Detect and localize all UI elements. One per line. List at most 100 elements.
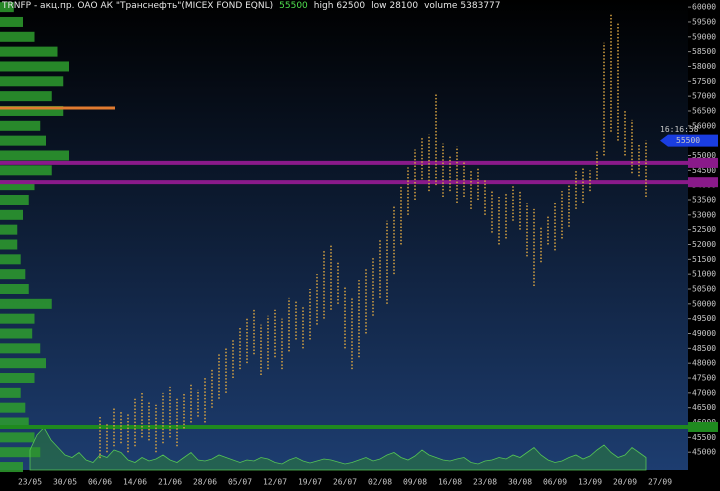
stat-label: low: [371, 1, 387, 11]
y-tick-label: 50500: [692, 285, 716, 294]
profile-bar: [0, 298, 52, 309]
y-tick-label: 56500: [692, 106, 716, 115]
price-badge-label: 55500: [676, 136, 700, 145]
profile-bar: [0, 269, 26, 280]
x-tick-label: 19/07: [298, 478, 322, 487]
profile-bar: [0, 16, 23, 27]
y-tick-label: 53500: [692, 195, 716, 204]
x-tick-label: 20/09: [613, 478, 637, 487]
y-tick-label: 55000: [692, 151, 716, 160]
volume-area: [29, 426, 647, 471]
y-tick-label: 48500: [692, 344, 716, 353]
profile-bar: [0, 284, 29, 295]
time-label: 16:16:58: [660, 125, 699, 134]
profile-bar: [0, 447, 41, 458]
x-tick-label: 06/06: [88, 478, 112, 487]
profile-bar: [0, 313, 35, 324]
y-tick-label: 45000: [692, 448, 716, 457]
level-badge: [688, 421, 718, 432]
header: TRNFP - акц.пр. ОАО АК "Транснефть"(MICE…: [2, 1, 507, 11]
profile-bar: [0, 462, 23, 473]
x-tick-label: 23/08: [473, 478, 497, 487]
x-tick-label: 16/08: [438, 478, 462, 487]
profile-bar: [0, 343, 41, 354]
title: TRNFP - акц.пр. ОАО АК "Транснефть"(MICE…: [2, 1, 274, 11]
profile-bar: [0, 46, 58, 57]
level-badge: [688, 177, 718, 188]
x-tick-label: 05/07: [228, 478, 252, 487]
y-tick-label: 57500: [692, 77, 716, 86]
x-tick-label: 28/06: [193, 478, 217, 487]
last-price: 55500: [279, 1, 308, 11]
profile-bar: [0, 224, 18, 235]
profile-bar: [0, 135, 46, 146]
profile-bar: [0, 402, 26, 413]
y-tick-label: 60000: [692, 3, 716, 12]
price-badge: [660, 134, 718, 147]
stat-value: 62500: [336, 1, 366, 11]
profile-bar: [0, 76, 64, 87]
x-tick-label: 26/07: [333, 478, 357, 487]
profile-bar: [0, 417, 29, 428]
stat: volume 5383777: [424, 1, 500, 11]
stat-label: volume: [424, 1, 458, 11]
stat-value: 5383777: [460, 1, 501, 11]
y-tick-label: 47000: [692, 388, 716, 397]
plot-background: [0, 0, 688, 470]
y-tick-label: 57000: [692, 92, 716, 101]
y-tick-label: 49500: [692, 314, 716, 323]
x-tick-label: 30/08: [508, 478, 532, 487]
profile-bar: [0, 105, 64, 116]
y-tick-label: 51000: [692, 270, 716, 279]
y-tick-label: 52000: [692, 240, 716, 249]
x-tick-label: 09/08: [403, 478, 427, 487]
stat: high 62500: [314, 1, 365, 11]
profile-bar: [0, 194, 29, 205]
axis-background: [0, 470, 688, 491]
y-tick-label: 47500: [692, 374, 716, 383]
profile-bar: [0, 387, 21, 398]
profile-bar: [0, 373, 35, 384]
profile-bar: [0, 254, 21, 265]
x-tick-label: 06/09: [543, 478, 567, 487]
y-tick-label: 46500: [692, 403, 716, 412]
x-tick-label: 21/06: [158, 478, 182, 487]
profile-bar: [0, 209, 23, 220]
y-tick-label: 58000: [692, 62, 716, 71]
y-tick-label: 53000: [692, 210, 716, 219]
y-tick-label: 49000: [692, 329, 716, 338]
profile-bar: [0, 91, 52, 102]
y-tick-label: 54500: [692, 166, 716, 175]
axis-background: [688, 0, 720, 491]
y-tick-label: 56000: [692, 121, 716, 130]
x-tick-label: 30/05: [53, 478, 77, 487]
profile-bar: [0, 31, 35, 42]
stat: low 28100: [371, 1, 418, 11]
x-tick-label: 02/08: [368, 478, 392, 487]
y-tick-label: 58500: [692, 47, 716, 56]
x-tick-label: 27/09: [648, 478, 672, 487]
x-tick-label: 14/06: [123, 478, 147, 487]
profile-bar: [0, 120, 41, 131]
profile-bar: [0, 432, 35, 443]
stat-value: 28100: [389, 1, 419, 11]
level-badge: [688, 157, 718, 168]
profile-bar: [0, 61, 69, 72]
y-tick-label: 51500: [692, 255, 716, 264]
x-tick-label: 12/07: [263, 478, 287, 487]
profile-bar: [0, 358, 46, 369]
profile-bar: [0, 2, 14, 13]
profile-bar: [0, 180, 35, 191]
profile-bar: [0, 165, 52, 176]
y-tick-label: 45500: [692, 433, 716, 442]
stat-label: high: [313, 1, 334, 11]
y-tick-label: 50000: [692, 299, 716, 308]
y-tick-label: 48000: [692, 359, 716, 368]
x-tick-label: 23/05: [18, 478, 42, 487]
profile-bar: [0, 239, 18, 250]
profile-bar: [0, 150, 69, 161]
profile-bar: [0, 328, 33, 339]
